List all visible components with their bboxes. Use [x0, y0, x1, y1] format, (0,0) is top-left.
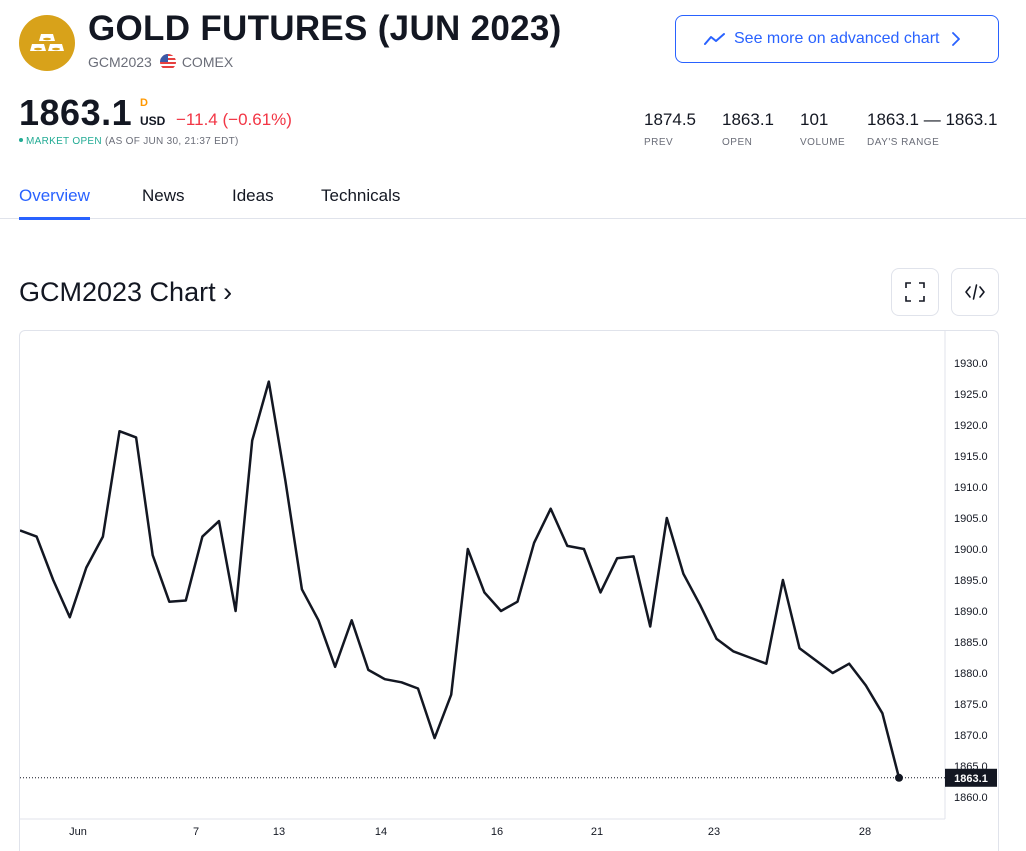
price-change: −11.4 (−0.61%) — [176, 110, 292, 129]
embed-button[interactable] — [951, 268, 999, 316]
fullscreen-icon — [904, 281, 926, 303]
y-tick-label: 1900.0 — [954, 544, 988, 556]
x-tick-label: 7 — [193, 826, 199, 838]
stat-prev: 1874.5 PREV — [644, 110, 696, 148]
x-tick-label: 13 — [273, 826, 285, 838]
code-embed-icon — [964, 283, 986, 301]
y-tick-label: 1925.0 — [954, 389, 988, 401]
currency-label: USD — [140, 114, 166, 128]
tab-technicals[interactable]: Technicals — [321, 186, 401, 205]
page-title: GOLD FUTURES (JUN 2023) — [88, 9, 562, 48]
price-chart[interactable]: 1930.0 1925.0 1920.0 1915.0 1910.0 1905.0 1900… — [19, 330, 999, 851]
market-status: MARKET OPEN (AS OF JUN 30, 21:37 EDT) — [19, 136, 239, 147]
stat-value: 101 — [800, 110, 829, 129]
tab-news[interactable]: News — [142, 186, 185, 205]
chart-canvas[interactable]: 1930.0 1925.0 1920.0 1915.0 1910.0 1905.0 1900… — [20, 331, 999, 851]
y-tick-label: 1915.0 — [954, 451, 988, 463]
symbol-code[interactable]: GCM2023 — [88, 54, 152, 70]
tab-bar: Overview News Ideas Technicals — [0, 176, 1026, 220]
last-price-dot — [895, 773, 903, 782]
status-dot-icon — [19, 138, 23, 143]
exchange-name[interactable]: COMEX — [181, 54, 234, 70]
stat-volume: 101 VOLUME — [800, 110, 845, 148]
advanced-chart-button[interactable]: See more on advanced chart — [675, 15, 999, 63]
y-tick-label: 1890.0 — [954, 606, 988, 618]
last-price-badge — [945, 768, 997, 787]
tab-overview[interactable]: Overview — [19, 186, 90, 220]
stat-value: 1863.1 — 1863.1 — [867, 110, 998, 129]
y-tick-label: 1930.0 — [954, 358, 988, 370]
y-tick-label: 1875.0 — [954, 699, 988, 711]
x-tick-label: Jun — [69, 826, 87, 838]
stat-label: OPEN — [722, 137, 753, 148]
stat-value: 1874.5 — [644, 110, 696, 129]
y-tick-label: 1885.0 — [954, 637, 988, 649]
y-tick-label: 1910.0 — [954, 482, 988, 494]
advanced-chart-label: See more on advanced chart — [734, 30, 940, 47]
interval-badge: D — [140, 97, 148, 109]
trend-line-icon — [704, 32, 726, 46]
last-price: 1863.1 — [19, 92, 133, 133]
stat-label: VOLUME — [800, 137, 846, 148]
fullscreen-button[interactable] — [891, 268, 939, 316]
last-price-badge-label: 1863.1 — [954, 773, 988, 785]
y-tick-label: 1870.0 — [954, 730, 988, 742]
x-tick-label: 28 — [859, 826, 871, 838]
y-tick-label: 1860.0 — [954, 792, 988, 804]
x-tick-label: 23 — [708, 826, 720, 838]
stat-open: 1863.1 OPEN — [722, 110, 774, 148]
chart-section-title[interactable]: GCM2023 Chart › — [19, 277, 233, 307]
stat-label: PREV — [644, 137, 674, 148]
y-tick-label: 1920.0 — [954, 420, 988, 432]
tab-ideas[interactable]: Ideas — [232, 186, 274, 205]
stat-days-range: 1863.1 — 1863.1 DAY'S RANGE — [867, 110, 997, 148]
x-tick-label: 14 — [375, 826, 387, 838]
as-of-time: (AS OF JUN 30, 21:37 EDT) — [105, 136, 239, 147]
chevron-right-icon — [951, 32, 961, 46]
x-tick-label: 16 — [491, 826, 503, 838]
gold-bars-icon — [19, 15, 75, 71]
y-tick-label: 1880.0 — [954, 668, 988, 680]
stat-label: DAY'S RANGE — [867, 137, 940, 148]
us-flag-icon — [159, 54, 176, 70]
y-tick-label: 1905.0 — [954, 513, 988, 525]
x-tick-label: 21 — [591, 826, 603, 838]
symbol-line: GCM2023 COMEX — [88, 54, 233, 70]
market-open-label: MARKET OPEN — [26, 136, 102, 147]
price-line-series — [20, 380, 901, 779]
stat-value: 1863.1 — [722, 110, 774, 129]
y-tick-label: 1895.0 — [954, 575, 988, 587]
